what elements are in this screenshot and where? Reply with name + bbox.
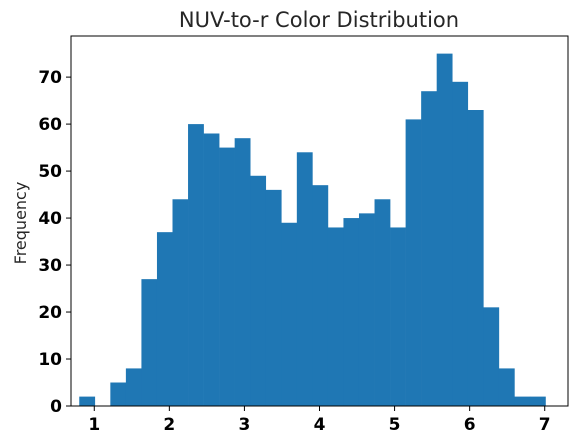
histogram-bar (219, 147, 235, 407)
histogram-bar (483, 307, 500, 406)
histogram-bar (141, 279, 158, 406)
histogram-bar (250, 175, 267, 406)
histogram-bar (327, 227, 344, 406)
histogram-bar (125, 368, 142, 406)
histogram-bar (358, 213, 375, 406)
histogram-bar (188, 124, 204, 406)
y-axis-label: Frequency (11, 182, 30, 265)
histogram-bar (265, 189, 282, 406)
histogram-bar (390, 227, 406, 406)
plot-frame (70, 35, 569, 407)
histogram-bar (312, 185, 329, 406)
histogram-bar (498, 368, 515, 406)
histogram-bar (467, 110, 484, 406)
histogram-bar (79, 396, 96, 406)
histogram-bar (110, 382, 127, 406)
histogram-bar (529, 396, 546, 406)
histogram-bar (343, 218, 360, 406)
histogram-bar (452, 81, 469, 407)
x-tick-label: 4 (314, 415, 326, 435)
histogram-bar (421, 91, 437, 406)
y-tick-label: 0 (50, 397, 62, 417)
y-tick-label: 70 (38, 68, 62, 88)
y-tick-label: 20 (38, 303, 62, 323)
histogram-bar (203, 133, 220, 406)
x-tick-label: 6 (464, 415, 476, 435)
histogram-bar (374, 199, 391, 406)
x-tick-label: 3 (239, 415, 251, 435)
histogram-bar (172, 199, 189, 406)
histogram-bar (436, 53, 453, 406)
histogram-bar (281, 222, 298, 406)
histogram-bar (405, 119, 422, 407)
y-tick-label: 40 (38, 209, 62, 229)
histogram-bar (156, 232, 173, 406)
x-tick-label: 2 (163, 415, 175, 435)
histogram-bar (234, 138, 251, 406)
x-axis-ticks: 1 2 3 4 5 6 7 (88, 406, 551, 435)
histogram-bar (514, 396, 531, 406)
y-tick-label: 10 (38, 350, 62, 370)
chart-title: NUV-to-r Color Distribution (179, 8, 459, 32)
x-tick-label: 5 (389, 415, 401, 435)
y-tick-label: 60 (38, 115, 62, 135)
y-tick-label: 50 (38, 162, 62, 182)
histogram-bar (296, 152, 313, 406)
x-tick-label: 7 (539, 415, 551, 435)
y-tick-label: 30 (38, 256, 62, 276)
x-tick-label: 1 (88, 415, 100, 435)
y-axis-ticks: 0 10 20 30 40 50 60 70 (38, 68, 71, 417)
histogram-bars (79, 53, 546, 407)
